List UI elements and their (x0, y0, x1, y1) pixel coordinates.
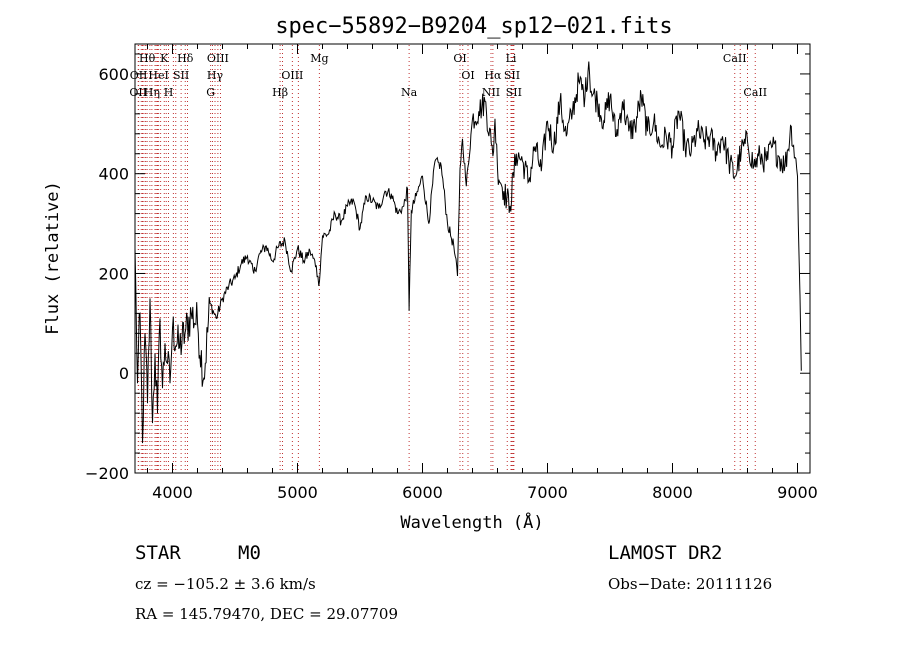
line-marker-label: Hθ (139, 52, 156, 65)
x-axis-label: Wavelength (Å) (400, 511, 543, 533)
object-class: STAR (135, 542, 181, 564)
line-marker-label: SII (173, 69, 189, 82)
line-marker-label: OII (129, 86, 147, 99)
line-marker-label: NII (482, 86, 500, 99)
line-markers (137, 45, 756, 472)
line-marker-label: K (160, 52, 169, 65)
line-marker-label: G (206, 86, 215, 99)
x-tick-label: 8000 (652, 483, 693, 502)
line-marker-label: Hη (144, 86, 160, 99)
y-tick-label: 200 (98, 264, 129, 283)
x-axis: 4000 5000 6000 7000 8000 9000 (147, 44, 818, 502)
y-tick-label: 400 (98, 165, 129, 184)
chart-title: spec−55892−B9204_sp12−021.fits (275, 14, 672, 39)
coordinates: RA = 145.79470, DEC = 29.07709 (135, 605, 399, 623)
line-marker-label: H (164, 86, 174, 99)
line-marker-label: OIII (281, 69, 303, 82)
line-marker-label: OIII (207, 52, 229, 65)
line-marker-label: OII (130, 69, 148, 82)
line-marker-label: Mg (310, 52, 328, 65)
x-tick-label: 5000 (277, 483, 318, 502)
x-tick-label: 9000 (777, 483, 818, 502)
x-tick-label: 4000 (152, 483, 193, 502)
line-marker-label: Na (401, 86, 418, 99)
line-marker-label: Hβ (272, 86, 288, 99)
y-tick-label: 600 (98, 65, 129, 84)
observation-date: Obs−Date: 20111126 (608, 575, 773, 593)
line-marker-label: Hγ (207, 69, 224, 82)
line-marker-label: CaII (723, 52, 747, 65)
line-marker-label: SII (506, 86, 522, 99)
redshift-velocity: cz = −105.2 ± 3.6 km/s (135, 575, 316, 593)
survey-name: LAMOST DR2 (608, 542, 723, 564)
x-tick-label: 6000 (402, 483, 443, 502)
line-marker-label: SII (504, 69, 520, 82)
y-tick-label: 0 (119, 364, 129, 383)
line-marker-label: Hα (484, 69, 502, 82)
plot-frame (134, 43, 811, 474)
line-marker-label: CaII (743, 86, 767, 99)
y-tick-label: −200 (85, 464, 129, 483)
line-marker-label: OI (461, 69, 474, 82)
y-axis: −200 0 200 400 600 (85, 53, 810, 483)
y-axis-label: Flux (relative) (43, 181, 63, 335)
line-marker-label: OI (453, 52, 466, 65)
line-marker-label: Li (506, 52, 517, 65)
spectrum-line (134, 61, 802, 444)
line-marker-label: Hδ (177, 52, 194, 65)
object-subclass: M0 (238, 542, 261, 564)
line-marker-label: HeI (148, 69, 168, 82)
x-tick-label: 7000 (527, 483, 568, 502)
